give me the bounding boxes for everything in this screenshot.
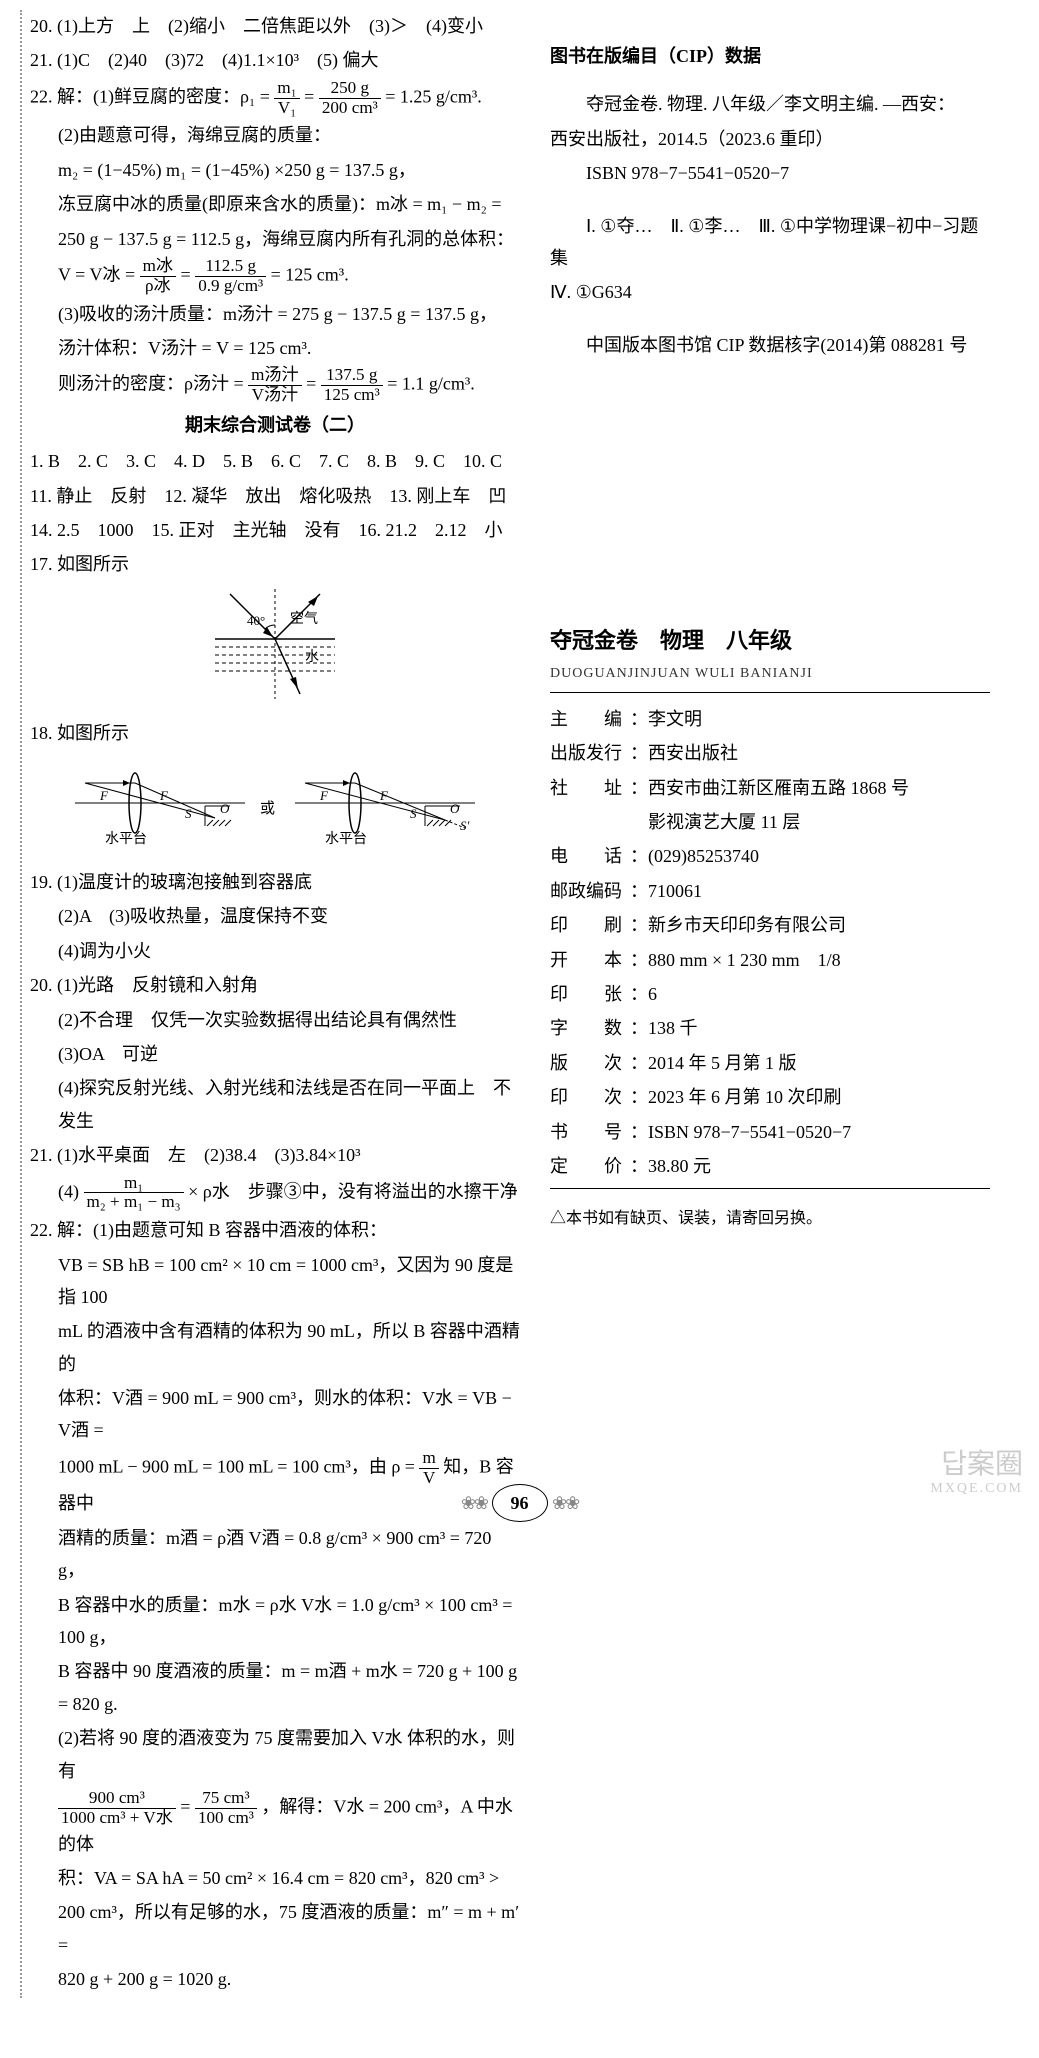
- svg-text:S′: S′: [460, 818, 470, 833]
- info-row: 主 编：李文明: [550, 703, 990, 735]
- svg-text:O: O: [450, 801, 460, 816]
- q20: 20. (1)上方 上 (2)缩小 二倍焦距以外 (3)＞ (4)变小: [30, 10, 520, 42]
- svg-text:40°: 40°: [247, 613, 265, 628]
- page-number: ❀❀ 96 ❀❀: [0, 1484, 1039, 1522]
- watermark: 답案圈 MXQE.COM: [930, 1450, 1023, 1496]
- svg-text:水平台: 水平台: [105, 831, 147, 847]
- svg-text:水平台: 水平台: [325, 831, 367, 847]
- right-column: 图书在版编目（CIP）数据 夺冠金卷. 物理. 八年级／李文明主编. —西安： …: [550, 10, 990, 1998]
- q22-1: 22. 解：(1)鲜豆腐的密度：ρ₁ = m₁V₁ = 250 g200 cm³…: [30, 79, 520, 118]
- svg-text:F: F: [379, 788, 389, 803]
- divider: [550, 692, 990, 693]
- left-column: 20. (1)上方 上 (2)缩小 二倍焦距以外 (3)＞ (4)变小 21. …: [20, 10, 520, 1998]
- svg-text:F: F: [159, 788, 169, 803]
- cip-heading: 图书在版编目（CIP）数据: [550, 40, 990, 72]
- section-title: 期末综合测试卷（二）: [30, 409, 520, 441]
- book-subtitle: DUOGUANJINJUAN WULI BANIANJI: [550, 661, 990, 686]
- svg-text:O: O: [220, 801, 230, 816]
- svg-text:水: 水: [305, 649, 319, 665]
- note: △本书如有缺页、误装，请寄回另换。: [550, 1205, 990, 1234]
- svg-text:F: F: [99, 788, 109, 803]
- svg-text:F: F: [319, 788, 329, 803]
- svg-text:或: 或: [260, 800, 275, 817]
- svg-text:S: S: [185, 806, 192, 821]
- svg-text:S: S: [410, 806, 417, 821]
- q21: 21. (1)C (2)40 (3)72 (4)1.1×10³ (5) 偏大: [30, 44, 520, 76]
- diagram-refraction: 40° 空气 水: [30, 589, 520, 709]
- diagram-lens: F F S O 水平台 或: [30, 758, 520, 858]
- book-title: 夺冠金卷 物理 八年级: [550, 621, 990, 661]
- svg-text:空气: 空气: [290, 611, 318, 627]
